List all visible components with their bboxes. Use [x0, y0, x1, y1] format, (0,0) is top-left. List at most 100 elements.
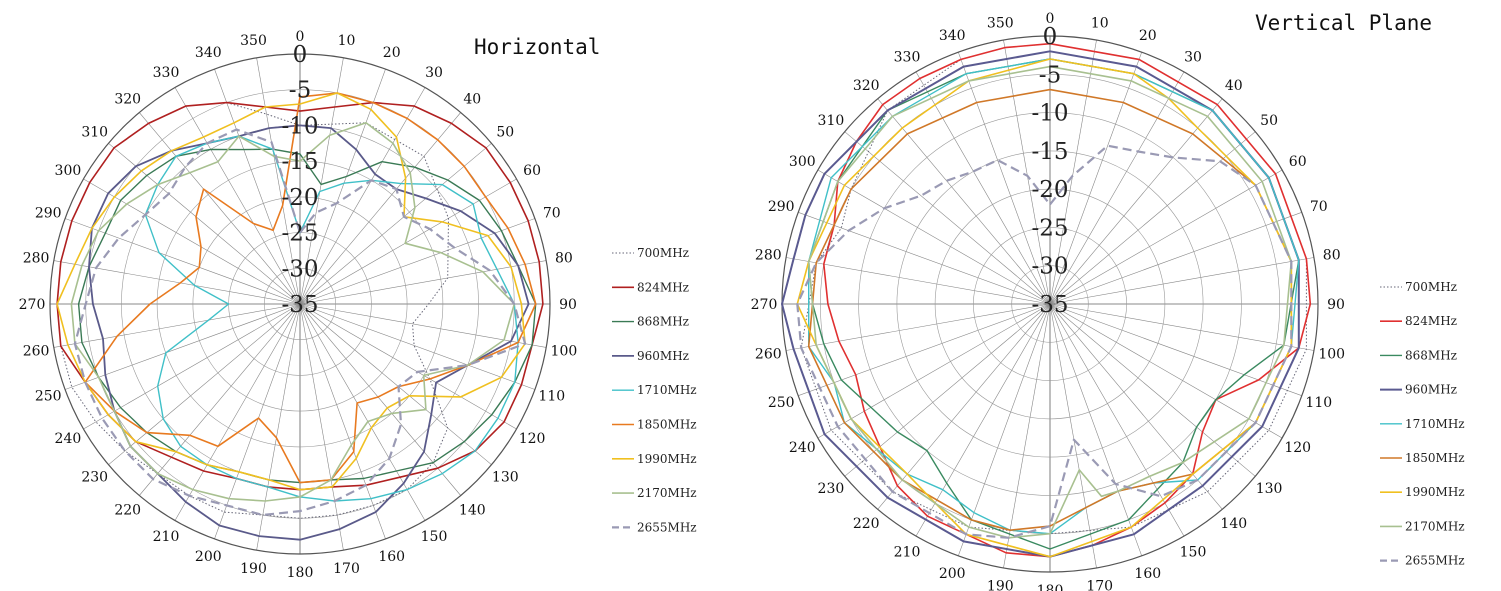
- spoke-330: [915, 71, 1051, 305]
- ring-tick-label: -20: [1031, 177, 1068, 203]
- angle-tick-label: 350: [987, 15, 1014, 31]
- angle-tick-label: 230: [81, 469, 108, 485]
- ring-30: [263, 267, 336, 340]
- angle-tick-label: 80: [555, 251, 573, 267]
- legend-label: 1990MHz: [637, 452, 697, 466]
- angle-tick-label: 140: [459, 502, 486, 518]
- angle-tick-label: 60: [1289, 154, 1307, 170]
- angle-tick-label: 270: [19, 297, 46, 313]
- spoke-130: [1049, 303, 1256, 477]
- spoke-170: [1049, 303, 1097, 568]
- angle-tick-label: 10: [338, 33, 356, 49]
- spoke-220: [877, 303, 1051, 510]
- ring-tick-label: -35: [1031, 292, 1068, 318]
- spoke-130: [299, 303, 492, 465]
- horizontal-chart-title: Horizontal: [474, 35, 600, 59]
- vertical-polar-labels: 0 -5 -10 -15 -20 -25 -30 -35 0 10 20 30 40 50 60 70 80 90…: [751, 11, 1345, 591]
- spoke-230: [844, 303, 1051, 477]
- angle-tick-label: 90: [559, 297, 577, 313]
- spoke-140: [1049, 303, 1223, 510]
- legend-label: 824MHz: [1405, 314, 1457, 328]
- spoke-160: [299, 303, 386, 540]
- legend-label: 868MHz: [637, 315, 689, 329]
- spoke-80: [299, 260, 547, 305]
- spoke-250: [798, 303, 1051, 396]
- spoke-120: [299, 303, 517, 430]
- ring-25: [973, 227, 1127, 381]
- angle-tick-label: 160: [378, 549, 405, 565]
- angle-tick-label: 0: [1046, 11, 1055, 27]
- spoke-50: [1049, 131, 1256, 305]
- legend-label: 1990MHz: [1405, 485, 1465, 499]
- spoke-320: [877, 98, 1051, 305]
- spoke-60: [1049, 169, 1283, 305]
- angle-tick-label: 290: [768, 199, 795, 215]
- spoke-10: [299, 57, 344, 305]
- angle-tick-label: 180: [1037, 583, 1064, 591]
- ring-tick-label: 0: [1043, 24, 1058, 50]
- angle-tick-label: 190: [240, 561, 267, 577]
- spoke-240: [817, 303, 1051, 439]
- angle-tick-label: 200: [195, 549, 222, 565]
- angle-tick-label: 150: [421, 529, 448, 545]
- angle-tick-label: 170: [333, 561, 360, 577]
- ring-tick-label: 0: [293, 42, 308, 68]
- horizontal-polar-grid: [49, 53, 551, 555]
- angle-tick-label: 260: [23, 344, 50, 360]
- trace-2655mhz: [796, 144, 1293, 539]
- angle-tick-label: 230: [818, 481, 845, 497]
- angle-tick-label: 340: [939, 28, 966, 44]
- angle-tick-label: 100: [551, 344, 578, 360]
- spoke-330: [174, 87, 301, 305]
- ring-tick-label: -10: [1031, 101, 1068, 127]
- angle-tick-label: 300: [55, 163, 82, 179]
- ring-tick-label: -15: [281, 149, 318, 175]
- angle-tick-label: 40: [463, 92, 481, 108]
- spoke-150: [299, 303, 426, 521]
- angle-tick-label: 30: [425, 65, 443, 81]
- angle-tick-label: 120: [1284, 440, 1311, 456]
- angle-tick-label: 30: [1184, 49, 1202, 65]
- spoke-10: [1049, 40, 1097, 305]
- spoke-140: [299, 303, 461, 496]
- spoke-300: [817, 169, 1051, 305]
- spoke-70: [299, 218, 536, 305]
- angle-tick-label: 210: [153, 529, 180, 545]
- angle-tick-label: 350: [240, 33, 267, 49]
- ring-tick-label: -15: [1031, 139, 1068, 165]
- angle-tick-label: 170: [1086, 579, 1113, 591]
- ring-tick-label: -5: [289, 78, 311, 104]
- trace-1710mhz: [144, 135, 519, 502]
- ring-tick-label: -30: [281, 256, 318, 282]
- spoke-190: [256, 303, 301, 551]
- spoke-30: [1049, 71, 1185, 305]
- spoke-280: [53, 260, 301, 305]
- angle-tick-label: 50: [496, 125, 514, 141]
- angle-tick-label: 40: [1225, 78, 1243, 94]
- trace-2170mhz: [807, 65, 1293, 539]
- angle-tick-label: 240: [789, 440, 816, 456]
- spoke-260: [53, 303, 301, 348]
- trace-1990mhz: [56, 92, 526, 491]
- angle-tick-label: 80: [1323, 247, 1341, 263]
- angle-tick-label: 270: [751, 297, 778, 313]
- angle-tick-label: 90: [1327, 297, 1345, 313]
- ring-20: [192, 196, 408, 412]
- angle-tick-label: 200: [939, 566, 966, 582]
- angle-tick-label: 10: [1091, 15, 1109, 31]
- spoke-170: [299, 303, 344, 551]
- angle-tick-label: 20: [383, 45, 401, 61]
- angle-tick-label: 70: [543, 205, 561, 221]
- angle-tick-label: 220: [114, 502, 141, 518]
- spoke-20: [1049, 52, 1142, 305]
- angle-tick-label: 310: [818, 113, 845, 129]
- spoke-110: [299, 303, 536, 390]
- spoke-120: [1049, 303, 1283, 439]
- angle-tick-label: 50: [1260, 113, 1278, 129]
- angle-tick-label: 0: [296, 29, 305, 45]
- angle-tick-label: 140: [1220, 516, 1247, 532]
- vertical-polar-traces: [781, 42, 1312, 558]
- legend-label: 2655MHz: [637, 520, 697, 534]
- spoke-80: [1049, 257, 1314, 305]
- spoke-210: [915, 303, 1051, 537]
